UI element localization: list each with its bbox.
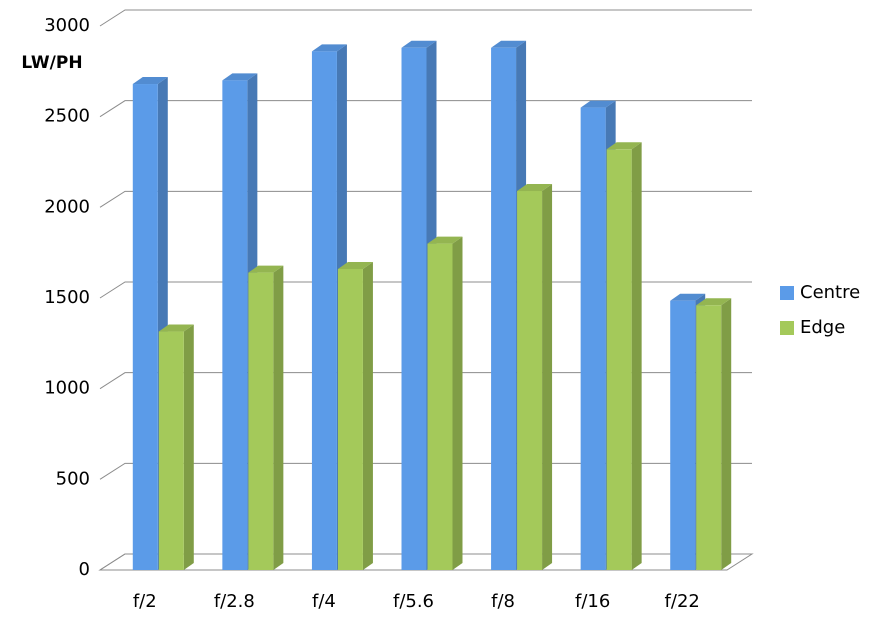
- bar: [517, 191, 543, 570]
- grid-line: [99, 9, 752, 27]
- bar-top: [580, 100, 616, 108]
- bar-side: [273, 265, 284, 570]
- bar-side: [183, 324, 194, 570]
- bar: [580, 107, 606, 570]
- x-tick-label: f/16: [575, 591, 610, 612]
- bar: [337, 268, 363, 570]
- x-tick-label: f/8: [491, 591, 515, 612]
- bar-side: [631, 142, 642, 570]
- bar: [132, 84, 158, 570]
- bar-top: [248, 265, 284, 273]
- y-tick-label: 0: [79, 559, 90, 580]
- bar: [158, 331, 184, 570]
- bar-top: [311, 44, 347, 52]
- y-tick-label: 2000: [44, 196, 90, 217]
- grid-line: [99, 100, 752, 118]
- bar-side: [721, 298, 732, 570]
- y-tick-label: 1500: [44, 287, 90, 308]
- bar-top: [337, 261, 373, 269]
- y-axis-label: LW/PH: [21, 53, 82, 73]
- legend-swatch: [780, 286, 794, 300]
- legend-label: Edge: [800, 317, 845, 338]
- y-tick-label: 1000: [44, 378, 90, 399]
- bar-top: [606, 142, 642, 150]
- bar: [491, 47, 517, 570]
- bar-top: [401, 40, 437, 48]
- x-tick-label: f/2: [133, 591, 157, 612]
- bar-side: [362, 261, 373, 570]
- x-tick-label: f/22: [665, 591, 700, 612]
- bar: [222, 80, 248, 571]
- y-tick-label: 2500: [44, 106, 90, 127]
- bar-top: [222, 73, 258, 81]
- bar-top: [132, 77, 168, 85]
- bar-top: [158, 324, 194, 332]
- bar: [670, 300, 696, 570]
- y-tick-label: 500: [56, 468, 90, 489]
- bar-top: [491, 40, 527, 48]
- y-tick-label: 3000: [44, 15, 90, 36]
- bar-side: [542, 184, 553, 570]
- x-tick-label: f/5.6: [393, 591, 434, 612]
- x-tick-label: f/2.8: [214, 591, 255, 612]
- legend-label: Centre: [800, 282, 860, 303]
- bar-top: [696, 298, 732, 306]
- bar: [696, 305, 722, 570]
- bar-top: [427, 236, 463, 244]
- bar: [401, 47, 427, 570]
- bar: [248, 272, 274, 570]
- bar: [427, 243, 453, 570]
- x-tick-label: f/4: [312, 591, 336, 612]
- bar-side: [452, 236, 463, 570]
- bar-top: [517, 184, 553, 192]
- bar-top: [670, 293, 706, 301]
- bar: [606, 149, 632, 570]
- legend-swatch: [780, 321, 794, 335]
- bar: [311, 51, 337, 571]
